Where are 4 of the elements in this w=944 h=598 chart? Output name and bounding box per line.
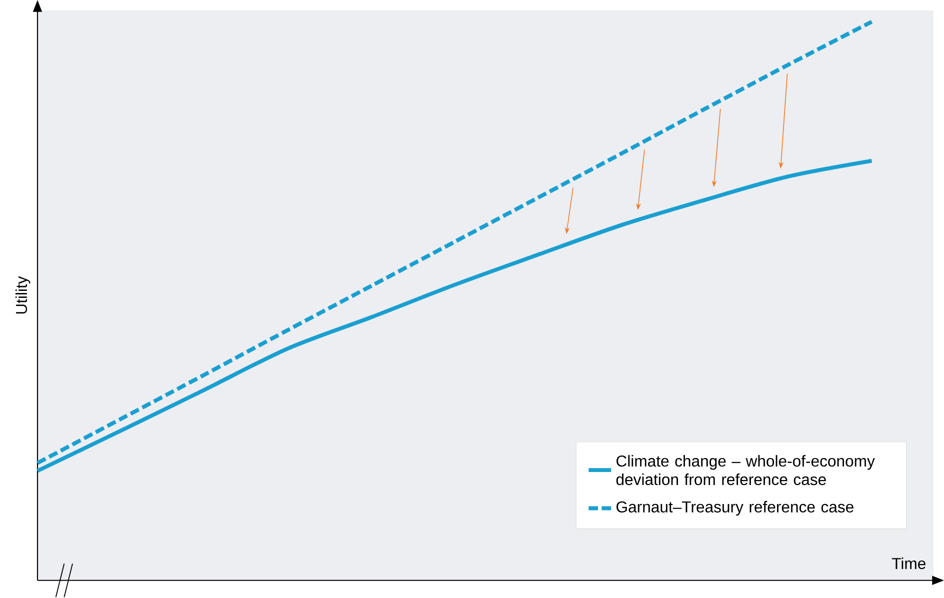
legend-label: Garnaut–Treasury reference case bbox=[616, 501, 854, 516]
legend-label: Climate change – whole-of-economy deviation from reference case bbox=[616, 455, 875, 486]
x-axis-title: Time bbox=[892, 558, 926, 570]
y-axis-title: Utility bbox=[15, 276, 30, 314]
